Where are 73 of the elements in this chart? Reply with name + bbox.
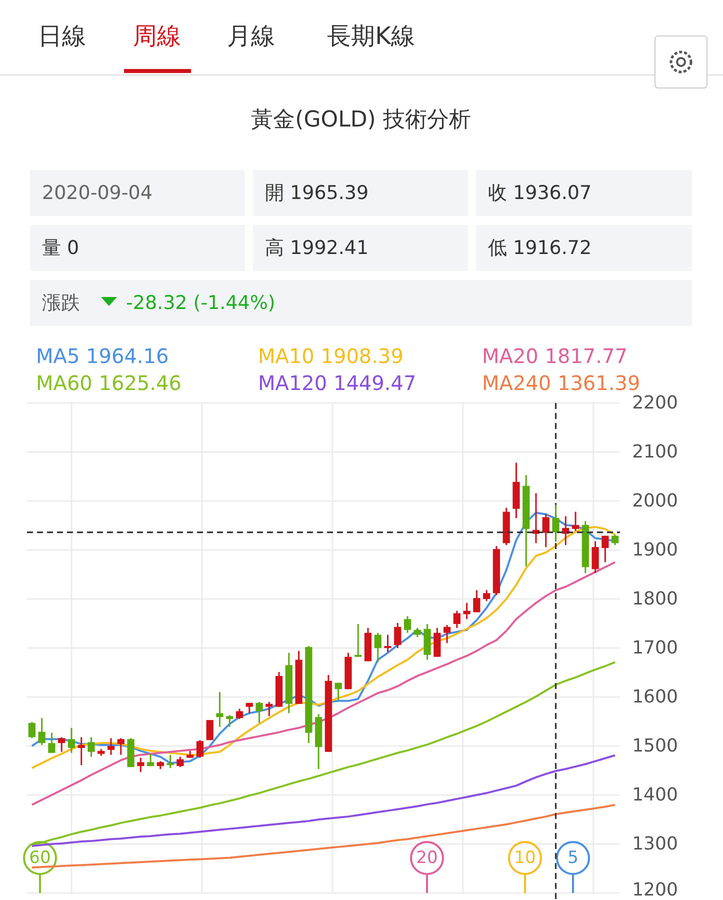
y-tick-label: 2100: [632, 442, 678, 462]
text: 低 1916.72: [488, 237, 592, 259]
y-tick-label: 2200: [632, 392, 678, 414]
candlestick: [28, 721, 36, 739]
text: MA5 1964.16: [36, 344, 169, 368]
candlestick: [88, 736, 95, 758]
text: 量 0: [42, 237, 80, 259]
candlestick: [216, 691, 224, 728]
candlestick: [334, 682, 342, 701]
candlestick: [68, 727, 76, 754]
candlestick: [542, 513, 550, 548]
text: 高 1992.41: [265, 237, 369, 259]
y-tick-label: 1800: [632, 588, 678, 610]
y-tick-label: 1700: [632, 638, 678, 658]
candlestick: [572, 511, 580, 532]
candlestick: [552, 504, 560, 543]
candlestick: [226, 714, 234, 728]
candlestick: [404, 615, 412, 634]
annotation: 60: [29, 848, 51, 868]
y-tick-label: 1400: [632, 784, 678, 806]
text: 周線: [133, 22, 181, 50]
line-series: [30, 561, 616, 806]
candlestick: [117, 737, 124, 756]
candlestick: [483, 589, 490, 602]
y-tick-label: 2000: [632, 490, 678, 512]
candlestick: [176, 756, 184, 768]
candlestick: [256, 701, 263, 724]
y-tick-label: 1900: [632, 540, 678, 560]
candlestick: [206, 719, 214, 741]
candlestick: [58, 736, 66, 753]
text: MA120 1449.47: [258, 371, 416, 395]
candlestick: [473, 589, 480, 613]
candlestick: [453, 610, 460, 629]
candlestick: [146, 753, 154, 767]
text: -28.32 (-1.44%): [126, 292, 276, 314]
candlestick: [354, 623, 362, 658]
candlestick: [592, 540, 599, 574]
candlestick: [602, 535, 609, 563]
y-tick-label: 1500: [632, 736, 678, 756]
y-tick-label: 1600: [632, 686, 678, 708]
text: 長期K線: [327, 22, 415, 50]
candlestick: [78, 736, 85, 766]
candlestick: [48, 732, 56, 754]
candlestick: [384, 634, 392, 653]
candlestick: [266, 701, 273, 717]
text: 漲跌: [42, 292, 80, 314]
candlestick: [394, 622, 402, 649]
candlestick: [562, 515, 570, 546]
text: 月線: [227, 22, 275, 50]
y-tick-label: 1300: [632, 834, 678, 854]
text: 開 1965.39: [265, 182, 369, 204]
annotation: 10: [514, 848, 536, 868]
annotation: 20: [416, 848, 438, 868]
candlestick: [236, 708, 244, 720]
y-tick-label: 1200: [632, 880, 678, 900]
annotation: 5: [568, 848, 578, 868]
candlestick: [38, 717, 46, 746]
text: 2020-09-04: [42, 182, 152, 204]
candlestick: [443, 624, 451, 644]
candlestick: [612, 534, 619, 546]
candlestick: [107, 737, 115, 756]
text: MA10 1908.39: [258, 344, 404, 368]
text: 日線: [38, 22, 86, 50]
text: MA60 1625.46: [36, 371, 182, 395]
candlestick: [137, 757, 144, 773]
text: 收 1936.07: [488, 182, 592, 204]
candlestick: [414, 627, 421, 638]
candlestick: [374, 632, 382, 663]
candlestick: [196, 739, 204, 759]
chart-title: 黃金(GOLD) 技術分析: [251, 108, 471, 132]
candlestick: [166, 754, 174, 769]
text: MA20 1817.77: [482, 344, 628, 368]
text: MA240 1361.39: [482, 371, 640, 395]
